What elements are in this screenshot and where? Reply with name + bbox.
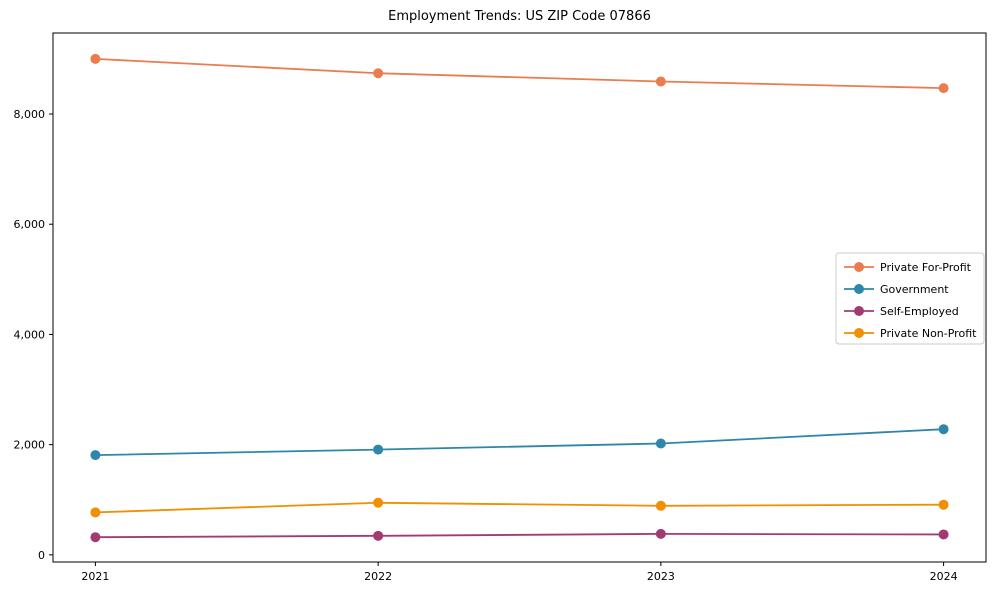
series-marker-private-for-profit — [90, 53, 101, 64]
series-line-private-non-profit — [95, 501, 944, 514]
y-tick-label: 0 — [38, 549, 45, 562]
series-marker-private-non-profit — [938, 499, 949, 510]
series-marker-private-non-profit — [90, 507, 101, 518]
series-marker-private-for-profit — [655, 76, 666, 87]
x-tick-label: 2024 — [930, 570, 958, 583]
series-marker-self-employed — [938, 529, 949, 540]
series-marker-government — [90, 450, 101, 461]
series-marker-private-non-profit — [655, 500, 666, 511]
y-tick-label: 4,000 — [14, 328, 46, 341]
legend-item-private-non-profit: Private Non-Profit — [844, 327, 977, 340]
series-marker-private-for-profit — [373, 68, 384, 79]
series-line-private-for-profit — [95, 58, 944, 90]
legend-item-self-employed: Self-Employed — [844, 305, 959, 318]
legend-swatch-marker — [854, 306, 864, 316]
x-tick-label: 2023 — [647, 570, 675, 583]
series-government — [90, 424, 949, 461]
legend-box — [835, 252, 985, 345]
legend-swatch-marker — [854, 328, 864, 338]
series-marker-self-employed — [90, 532, 101, 543]
legend-label: Self-Employed — [880, 305, 959, 318]
legend-label: Private Non-Profit — [880, 327, 977, 340]
series-line-government — [95, 428, 944, 456]
x-tick-label: 2021 — [81, 570, 109, 583]
series-marker-government — [655, 438, 666, 449]
series-private-non-profit — [90, 497, 949, 518]
series-marker-self-employed — [655, 528, 666, 539]
series-self-employed — [90, 528, 949, 543]
legend-swatch-marker — [854, 262, 864, 272]
series-private-for-profit — [90, 53, 949, 94]
series-marker-government — [938, 424, 949, 435]
series-marker-self-employed — [373, 530, 384, 541]
series-marker-private-non-profit — [373, 497, 384, 508]
plot-frame — [52, 32, 987, 563]
series-marker-government — [373, 444, 384, 455]
legend-item-private-for-profit: Private For-Profit — [844, 261, 972, 274]
chart-title: Employment Trends: US ZIP Code 07866 — [388, 9, 651, 24]
legend-swatch-marker — [854, 284, 864, 294]
legend-item-government: Government — [844, 283, 949, 296]
series-marker-private-for-profit — [938, 83, 949, 94]
y-tick-label: 6,000 — [14, 218, 46, 231]
legend-label: Private For-Profit — [880, 261, 972, 274]
y-tick-label: 8,000 — [14, 108, 46, 121]
legend: Private For-Profit Government Self-Employe… — [835, 252, 985, 345]
legend-label: Government — [880, 283, 949, 296]
x-tick-label: 2022 — [364, 570, 392, 583]
y-tick-label: 2,000 — [14, 439, 46, 452]
series-line-self-employed — [95, 532, 944, 539]
